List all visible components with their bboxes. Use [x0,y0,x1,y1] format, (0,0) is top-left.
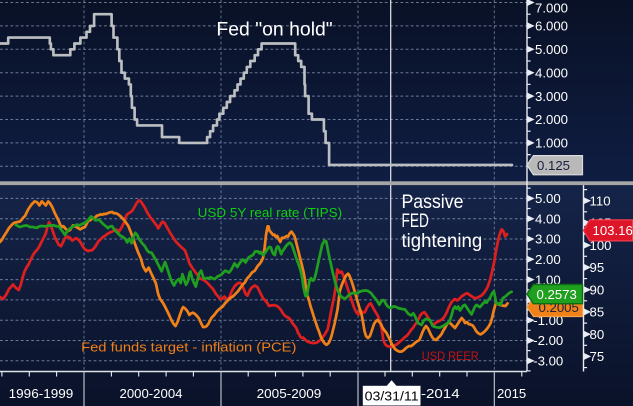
svg-text:103.16: 103.16 [593,223,633,238]
svg-text:-2.00: -2.00 [533,333,563,348]
svg-text:110: 110 [590,193,611,208]
svg-text:3.00: 3.00 [535,232,561,247]
svg-text:0.2573: 0.2573 [537,287,577,302]
svg-text:2005-2009: 2005-2009 [257,386,322,401]
svg-text:Fed funds target - inflation (: Fed funds target - inflation (PCE) [81,339,296,354]
svg-text:Passive: Passive [402,191,464,213]
svg-text:1.00: 1.00 [535,272,561,287]
svg-text:5.000: 5.000 [535,42,568,57]
svg-text:2.000: 2.000 [535,112,568,127]
svg-text:USD REER: USD REER [422,349,479,363]
svg-text:4.00: 4.00 [535,211,561,226]
svg-text:4.000: 4.000 [535,65,568,80]
svg-text:85: 85 [590,305,605,320]
svg-text:7.000: 7.000 [535,1,568,16]
svg-text:-3.00: -3.00 [533,354,563,369]
svg-text:80: 80 [590,327,605,342]
svg-text:6.000: 6.000 [535,19,568,34]
svg-text:1996-1999: 1996-1999 [9,386,74,401]
svg-text:100: 100 [590,238,612,253]
svg-text:3.000: 3.000 [535,89,568,104]
svg-text:2.00: 2.00 [535,252,561,267]
svg-text:0.125: 0.125 [537,158,570,173]
svg-text:03/31/11: 03/31/11 [365,388,419,403]
svg-text:tightening: tightening [402,230,483,252]
svg-text:5.00: 5.00 [535,191,561,206]
svg-text:90: 90 [590,282,605,297]
svg-text:2015: 2015 [497,386,526,401]
svg-text:FED: FED [402,210,429,232]
svg-text:USD 5Y real rate (TIPS): USD 5Y real rate (TIPS) [198,205,343,220]
svg-text:75: 75 [590,349,605,364]
svg-text:95: 95 [590,260,605,275]
svg-text:Fed "on hold": Fed "on hold" [216,18,332,40]
svg-text:1.000: 1.000 [535,136,568,151]
svg-text:2000-2004: 2000-2004 [120,386,183,401]
svg-text:-2014: -2014 [421,386,460,401]
